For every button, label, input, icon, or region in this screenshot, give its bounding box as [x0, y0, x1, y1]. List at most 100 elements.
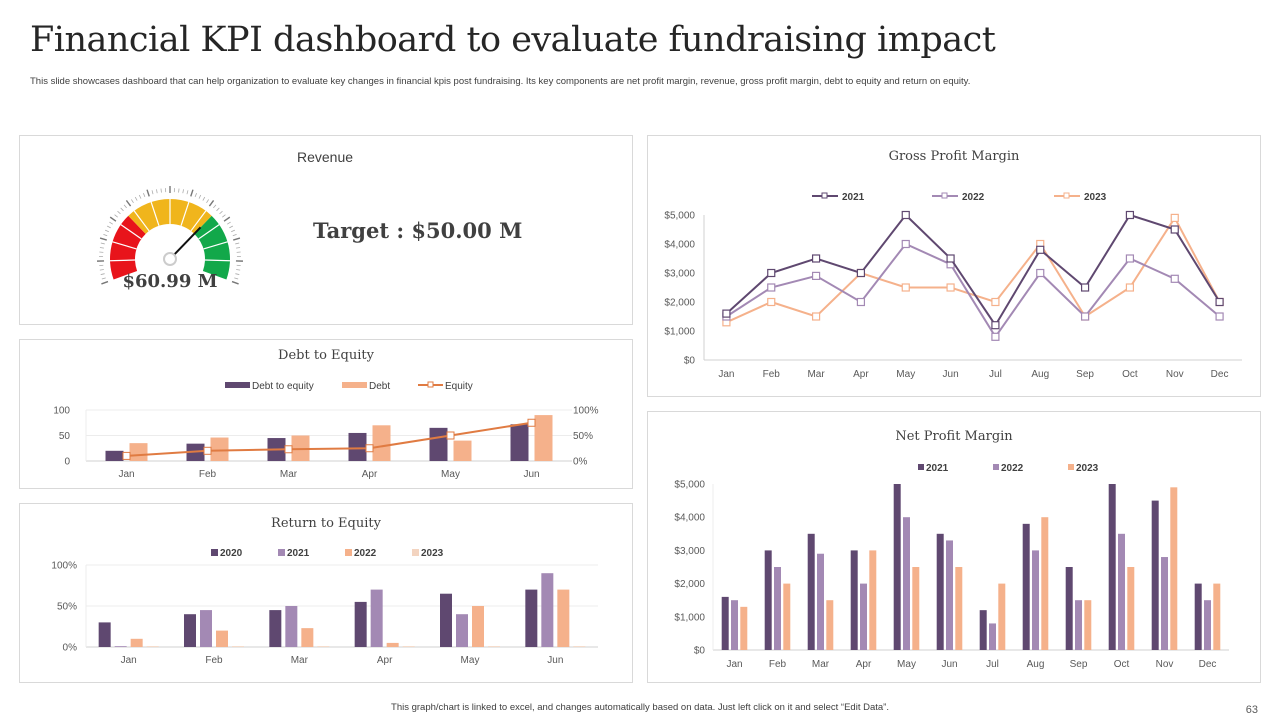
- gross-profit-margin-panel[interactable]: Gross Profit Margin $0 $1,000 $2,000 $3,000…: [647, 135, 1261, 397]
- gauge-tick: [109, 221, 113, 225]
- marker-2023: [811, 312, 821, 321]
- debt-to-equity-chart[interactable]: 0 50 100 0% 50% 100% Jan Feb Mar Apr May Jun Debt to…: [20, 340, 634, 490]
- bar-2022: [386, 642, 399, 647]
- bar-2021: [1108, 484, 1116, 650]
- bar-2023: [1170, 487, 1178, 650]
- bar-2022: [1161, 557, 1168, 650]
- marker-2021: [1215, 297, 1224, 307]
- gauge-divider: [198, 224, 220, 240]
- gauge-tick: [236, 269, 241, 271]
- bar-2020: [525, 589, 538, 647]
- page-number: 63: [1245, 704, 1258, 716]
- y-tick-label: $5,000: [664, 211, 695, 222]
- x-tick-label: Apr: [853, 369, 869, 380]
- bar-debt-to-equity: [429, 427, 448, 461]
- revenue-title: Revenue: [297, 149, 354, 165]
- legend-label: 2023: [1084, 192, 1107, 203]
- x-tick-label: Feb: [769, 659, 787, 670]
- bar-2023: [1213, 583, 1221, 650]
- marker-2023: [1125, 283, 1135, 292]
- gross-profit-margin-title: Gross Profit Margin: [888, 149, 1020, 164]
- target-label: Target : $50.00 M: [313, 218, 523, 243]
- gauge-tick: [151, 190, 154, 195]
- gauge-divider: [203, 241, 228, 250]
- bar-2021: [936, 533, 944, 650]
- bar-2022: [774, 567, 781, 650]
- net-profit-margin-chart[interactable]: $0 $1,000 $2,000 $3,000 $4,000 $5,000 Jan Feb Ma…: [648, 412, 1262, 684]
- x-tick-label: Jan: [726, 659, 742, 670]
- x-tick-label: May: [441, 469, 460, 480]
- bar-debt-to-equity: [510, 424, 529, 461]
- gauge-tick: [123, 204, 127, 209]
- page-subtitle: This slide showcases dashboard that can …: [30, 76, 971, 87]
- y-tick-label: 100%: [51, 561, 77, 572]
- x-tick-label: Dec: [1211, 369, 1229, 380]
- gauge-needle-hub: [163, 252, 177, 266]
- bar-debt: [534, 415, 553, 461]
- gauge-tick: [198, 194, 202, 199]
- gross-profit-margin-chart[interactable]: $0 $1,000 $2,000 $3,000 $4,000 $5,000 Jan Feb Ma…: [648, 136, 1262, 398]
- marker-2022: [1036, 268, 1045, 278]
- return-on-equity-title: Return to Equity: [271, 516, 381, 531]
- x-tick-label: Sep: [1070, 659, 1088, 670]
- gauge-tick: [160, 188, 162, 193]
- bar-debt: [372, 425, 391, 461]
- gauge-tick: [222, 214, 226, 218]
- bar-2020: [269, 610, 282, 647]
- bar-2023: [1127, 567, 1135, 650]
- marker-2022: [811, 271, 821, 280]
- gauge-divider: [120, 224, 142, 240]
- y-tick-label: $5,000: [674, 480, 705, 491]
- legend-label: 2022: [354, 548, 377, 559]
- gauge-tick: [114, 214, 118, 218]
- gauge-tick: [236, 247, 241, 249]
- return-on-equity-chart[interactable]: 0% 50% 100% Jan Feb Mar Apr May Jun 2020 2021 2022 2…: [20, 504, 634, 684]
- bar-2022: [731, 600, 738, 650]
- bar-2022: [903, 517, 910, 650]
- marker-2022: [901, 239, 910, 249]
- legend-label: 2021: [842, 192, 865, 203]
- gauge-tick: [99, 247, 104, 249]
- bar-debt-to-equity: [105, 450, 124, 461]
- bar-2021: [285, 606, 298, 647]
- marker-2021: [1036, 245, 1045, 254]
- gauge-tick: [134, 196, 138, 201]
- return-on-equity-panel[interactable]: Return to Equity 0% 50% 100% Jan Feb Mar Apr Ma…: [19, 503, 633, 683]
- gauge-tick: [235, 242, 240, 245]
- x-tick-label: Feb: [199, 469, 217, 480]
- gauge-tick: [233, 237, 241, 241]
- legend-label: 2022: [1001, 463, 1024, 474]
- bar-2023: [955, 567, 963, 650]
- marker-2022: [767, 283, 776, 292]
- marker-2022: [991, 332, 1000, 341]
- y2-tick-label: 0%: [573, 457, 588, 468]
- legend-marker: [821, 192, 828, 199]
- bar-2022: [1075, 600, 1082, 650]
- legend-swatch: [211, 549, 218, 556]
- bar-2023: [869, 550, 877, 650]
- legend-label: Equity: [445, 381, 473, 392]
- bar-2022: [1032, 550, 1039, 650]
- marker-2022: [1170, 274, 1179, 283]
- gauge-tick: [202, 196, 206, 201]
- legend-swatch: [918, 464, 924, 470]
- gauge-tick: [223, 216, 231, 222]
- x-tick-label: Nov: [1156, 659, 1174, 670]
- y-tick-label: $0: [684, 356, 696, 367]
- gauge-tick: [109, 216, 117, 222]
- bar-2023: [573, 646, 586, 647]
- net-profit-margin-panel[interactable]: Net Profit Margin $0 $1,000 $2,000 $3,000 $4…: [647, 411, 1261, 683]
- marker-2023: [991, 297, 1000, 307]
- bar-2023: [488, 646, 500, 647]
- gauge-tick: [227, 221, 231, 225]
- bar-2021: [1151, 500, 1159, 650]
- line-2022: [725, 242, 1221, 339]
- marker-2023: [946, 283, 955, 292]
- debt-to-equity-panel[interactable]: Debt to Equity 0 50 100 0% 50% 100% Jan Feb Mar A…: [19, 339, 633, 489]
- bar-2020: [98, 622, 111, 647]
- legend-marker: [941, 192, 948, 199]
- bar-debt: [453, 440, 472, 461]
- bar-2022: [1118, 533, 1125, 650]
- bar-2023: [232, 646, 244, 647]
- debt-to-equity-title: Debt to Equity: [278, 348, 374, 363]
